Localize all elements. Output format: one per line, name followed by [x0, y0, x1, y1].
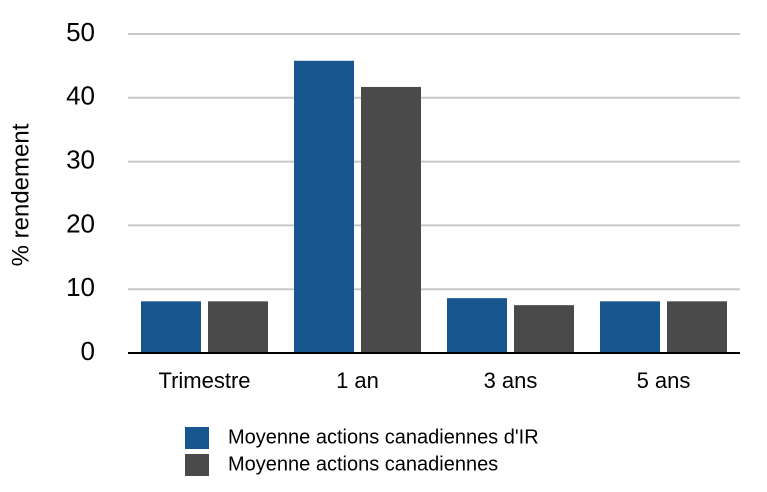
legend-label: Moyenne actions canadiennes: [228, 453, 498, 475]
y-tick-label: 0: [81, 336, 95, 366]
x-tick-label: 5 ans: [637, 368, 691, 393]
legend-swatch: [185, 454, 209, 476]
x-tick-label: 3 ans: [484, 368, 538, 393]
bar: [141, 301, 201, 353]
x-tick-label: Trimestre: [158, 368, 250, 393]
legend-swatch: [185, 427, 209, 449]
y-tick-label: 20: [66, 208, 95, 238]
y-axis-label: % rendement: [7, 123, 34, 266]
bar: [447, 298, 507, 353]
y-tick-label: 50: [66, 17, 95, 47]
y-tick-label: 30: [66, 144, 95, 174]
y-tick-label: 10: [66, 272, 95, 302]
bar: [667, 301, 727, 353]
bar: [208, 301, 268, 353]
bar: [514, 305, 574, 353]
bar: [294, 60, 354, 354]
bar: [361, 86, 421, 353]
bar: [600, 301, 660, 353]
y-tick-label: 40: [66, 81, 95, 111]
x-tick-label: 1 an: [336, 368, 379, 393]
legend-label: Moyenne actions canadiennes d'IR: [228, 426, 539, 448]
